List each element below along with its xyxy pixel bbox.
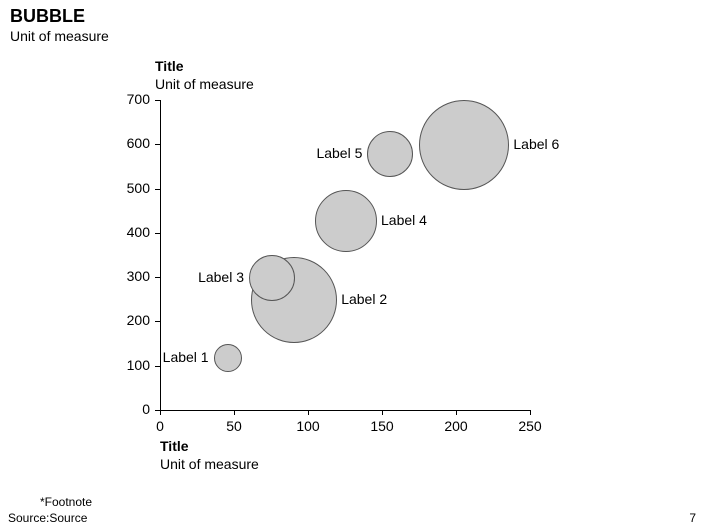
page: BUBBLE Unit of measure Title Unit of meas…: [0, 0, 706, 529]
y-tick: [155, 144, 160, 145]
bubble: [315, 190, 377, 252]
source-label: Source:: [8, 511, 49, 525]
x-tick-label: 100: [293, 418, 323, 434]
source-line: Source:Source: [8, 511, 87, 525]
y-tick-label: 100: [120, 357, 150, 373]
bubble-label: Label 4: [381, 212, 427, 228]
bubble: [419, 100, 509, 190]
y-tick-label: 600: [120, 135, 150, 151]
x-axis: [160, 410, 530, 411]
x-tick-label: 250: [515, 418, 545, 434]
y-tick-label: 500: [120, 180, 150, 196]
page-subtitle: Unit of measure: [10, 28, 109, 44]
y-tick-label: 300: [120, 268, 150, 284]
y-tick: [155, 277, 160, 278]
chart-subtitle-top: Unit of measure: [155, 76, 254, 92]
y-tick: [155, 100, 160, 101]
x-tick: [160, 410, 161, 415]
x-tick: [382, 410, 383, 415]
bubble-label: Label 5: [307, 145, 362, 161]
x-tick: [234, 410, 235, 415]
y-tick: [155, 189, 160, 190]
bubble: [249, 255, 295, 301]
page-number: 7: [689, 511, 696, 525]
bubble-label: Label 2: [341, 291, 387, 307]
x-tick: [308, 410, 309, 415]
chart-title-bottom: Title: [160, 438, 189, 454]
footnote: *Footnote: [40, 495, 92, 509]
x-tick-label: 200: [441, 418, 471, 434]
x-tick-label: 0: [145, 418, 175, 434]
bubble-label: Label 6: [513, 136, 559, 152]
x-tick: [530, 410, 531, 415]
page-title: BUBBLE: [10, 6, 85, 27]
chart-subtitle-bottom: Unit of measure: [160, 456, 259, 472]
chart-title-top: Title: [155, 58, 184, 74]
x-tick-label: 50: [219, 418, 249, 434]
y-tick-label: 700: [120, 91, 150, 107]
y-tick: [155, 366, 160, 367]
x-tick-label: 150: [367, 418, 397, 434]
y-tick-label: 200: [120, 312, 150, 328]
bubble: [367, 131, 413, 177]
x-tick: [456, 410, 457, 415]
y-tick: [155, 233, 160, 234]
y-tick: [155, 321, 160, 322]
bubble: [214, 344, 242, 372]
y-tick-label: 0: [120, 401, 150, 417]
y-tick-label: 400: [120, 224, 150, 240]
source-value: Source: [49, 511, 87, 525]
bubble-label: Label 3: [189, 269, 244, 285]
bubble-label: Label 1: [154, 349, 209, 365]
